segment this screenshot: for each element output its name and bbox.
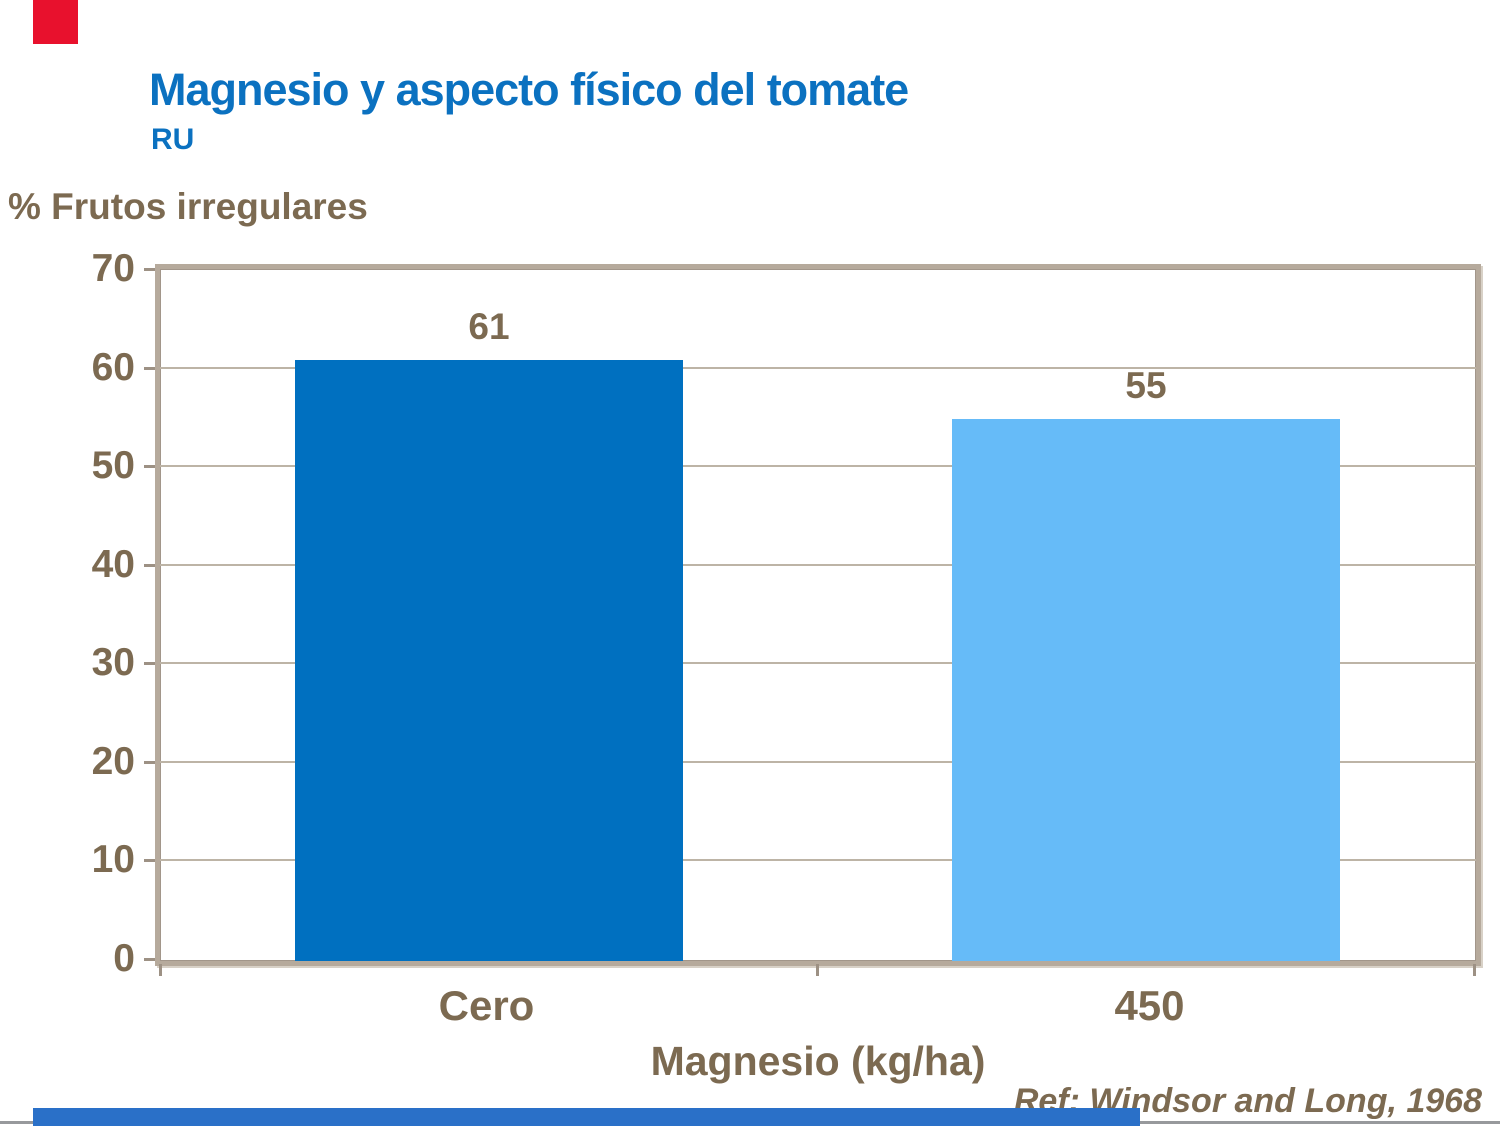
y-tick-mark <box>144 563 155 567</box>
y-tick-label: 0 <box>113 937 135 980</box>
x-category-label: 450 <box>1114 982 1185 1029</box>
gridline <box>160 465 1476 468</box>
y-axis-title: % Frutos irregulares <box>8 186 368 227</box>
plot-area: 61 55 <box>155 264 1481 966</box>
x-category-label: Cero <box>438 982 535 1029</box>
x-axis-category-labels: Cero 450 <box>155 982 1481 1030</box>
y-tick-label: 10 <box>91 838 135 882</box>
y-tick-mark <box>144 268 155 271</box>
y-tick-label: 70 <box>91 247 135 290</box>
y-tick-label: 50 <box>91 444 135 488</box>
y-tick-mark <box>144 662 155 666</box>
bar-cero <box>295 360 683 961</box>
y-tick-mark <box>144 366 155 370</box>
bar-value-label: 55 <box>1125 365 1167 406</box>
y-tick-mark <box>144 465 155 469</box>
bar-450 <box>952 419 1340 961</box>
x-tick-mark <box>1473 964 1476 976</box>
gridline <box>160 760 1476 763</box>
x-tick-mark <box>816 964 819 976</box>
y-tick-mark <box>144 859 155 863</box>
y-tick-mark <box>144 958 155 961</box>
red-accent-square <box>33 0 78 44</box>
gridline <box>160 662 1476 665</box>
gridline <box>160 366 1476 369</box>
gridline <box>160 563 1476 566</box>
bar-value-label: 61 <box>468 306 510 347</box>
chart-subtitle: RU <box>151 123 195 156</box>
y-tick-label: 30 <box>91 641 135 685</box>
y-tick-label: 20 <box>91 739 135 783</box>
y-tick-label: 60 <box>91 345 135 389</box>
gridline <box>160 859 1476 862</box>
bottom-accent-bar <box>33 1108 1140 1126</box>
chart-title: Magnesio y aspecto físico del tomate <box>149 64 909 115</box>
y-tick-label: 40 <box>91 542 135 586</box>
x-tick-mark <box>159 964 162 976</box>
x-axis-title: Magnesio (kg/ha) <box>650 1038 986 1084</box>
y-tick-mark <box>144 760 155 764</box>
